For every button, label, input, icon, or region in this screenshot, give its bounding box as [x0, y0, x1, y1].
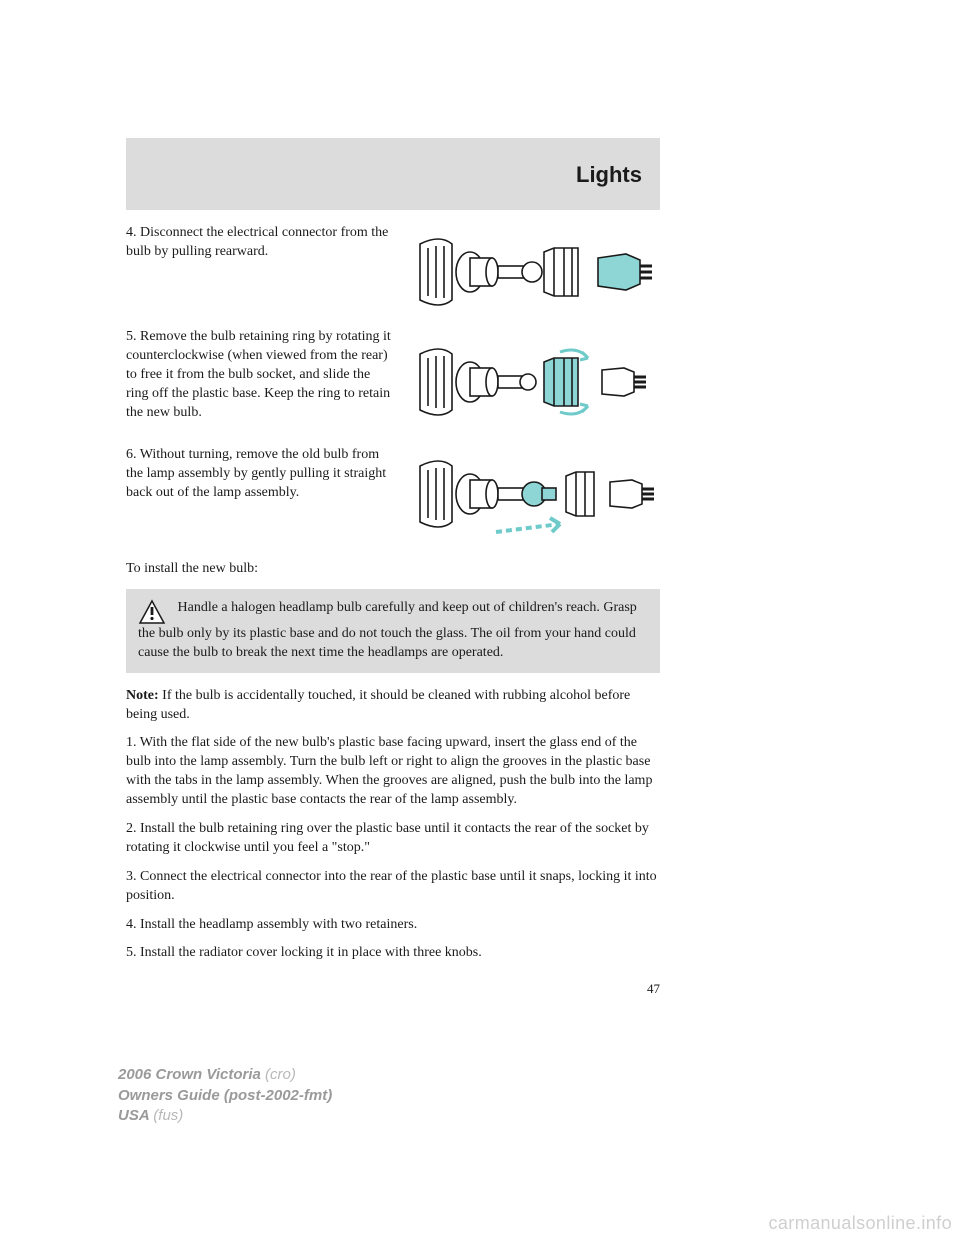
- watermark: carmanualsonline.info: [768, 1213, 952, 1234]
- step-5-row: 5. Remove the bulb retaining ring by rot…: [126, 328, 660, 438]
- section-title: Lights: [576, 162, 642, 188]
- page: Lights 4. Disconnect the electrical conn…: [0, 0, 960, 1242]
- footer-code-1: (cro): [265, 1066, 296, 1083]
- footer-line-3: USA (fus): [118, 1106, 332, 1126]
- footer-code-3: (fus): [153, 1107, 183, 1124]
- step-6-figure: [410, 446, 660, 546]
- step-4-text: 4. Disconnect the electrical connector f…: [126, 224, 392, 310]
- page-number: 47: [126, 981, 660, 997]
- install-step-2: 2. Install the bulb retaining ring over …: [126, 820, 660, 858]
- warning-text: Handle a halogen headlamp bulb carefully…: [138, 600, 637, 660]
- footer-line-1: 2006 Crown Victoria (cro): [118, 1065, 332, 1085]
- step-5-figure: [410, 328, 660, 438]
- footer-line-2: Owners Guide (post-2002-fmt): [118, 1086, 332, 1106]
- section-header: Lights: [126, 138, 660, 210]
- content-area: 4. Disconnect the electrical connector f…: [126, 224, 660, 993]
- footer-model: 2006 Crown Victoria: [118, 1066, 265, 1083]
- step-4-figure: [410, 224, 660, 320]
- step-5-text: 5. Remove the bulb retaining ring by rot…: [126, 328, 392, 428]
- step-6-text: 6. Without turning, remove the old bulb …: [126, 446, 392, 536]
- warning-icon: [138, 599, 166, 625]
- install-step-5: 5. Install the radiator cover locking it…: [126, 944, 660, 963]
- install-step-4: 4. Install the headlamp assembly with tw…: [126, 916, 660, 935]
- footer-block: 2006 Crown Victoria (cro) Owners Guide (…: [118, 1065, 332, 1126]
- step-4-row: 4. Disconnect the electrical connector f…: [126, 224, 660, 320]
- note-paragraph: Note: If the bulb is accidentally touche…: [126, 687, 660, 725]
- note-text: If the bulb is accidentally touched, it …: [126, 688, 630, 722]
- install-step-3: 3. Connect the electrical connector into…: [126, 868, 660, 906]
- warning-box: Handle a halogen headlamp bulb carefully…: [126, 589, 660, 673]
- footer-region: USA: [118, 1107, 153, 1124]
- install-heading: To install the new bulb:: [126, 560, 660, 579]
- note-label: Note:: [126, 688, 159, 703]
- install-step-1: 1. With the flat side of the new bulb's …: [126, 734, 660, 810]
- step-6-row: 6. Without turning, remove the old bulb …: [126, 446, 660, 546]
